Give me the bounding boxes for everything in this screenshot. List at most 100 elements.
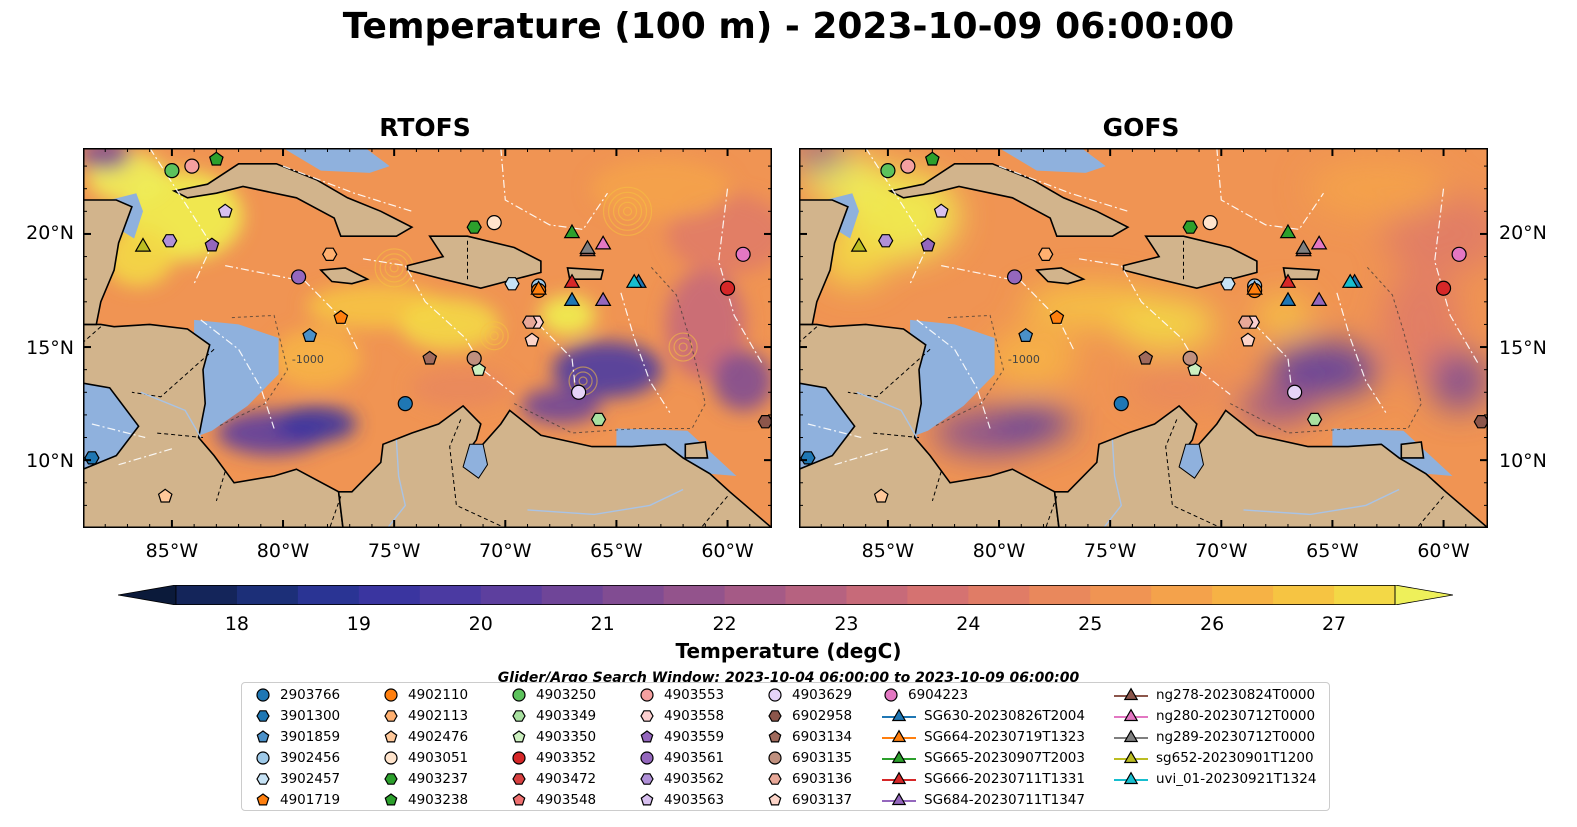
lon-tick-65w-left: 65°W [590, 540, 643, 562]
marker-4903562[interactable] [878, 234, 894, 248]
marker-SG666-20230711T1331[interactable] [563, 273, 581, 288]
marker-3901300[interactable] [84, 451, 100, 465]
colorbar-tick: 21 [590, 613, 615, 635]
marker-4903553[interactable] [900, 158, 916, 174]
legend-marker-icon [512, 688, 526, 702]
land-cuba [171, 163, 414, 237]
marker-4902113[interactable] [1038, 247, 1054, 262]
marker-SG684-20230711T1347[interactable] [594, 291, 612, 306]
marker-sg652-20230901T1200[interactable] [850, 237, 868, 252]
marker-4901719[interactable] [1049, 309, 1065, 324]
legend-item: 6903134 [766, 727, 852, 747]
marker-ng280-20230712T0000[interactable] [594, 235, 612, 250]
marker-4903352[interactable] [1435, 280, 1452, 296]
marker-SG666-20230711T1331[interactable] [1279, 273, 1297, 288]
marker-sg652-20230901T1200[interactable] [134, 237, 152, 252]
marker-6903135[interactable] [1182, 350, 1198, 366]
marker-6903137[interactable] [524, 332, 540, 347]
colorbar-segment [480, 585, 543, 605]
marker-3901859[interactable] [1018, 327, 1034, 342]
marker-4903561[interactable] [290, 269, 307, 285]
marker-4903349[interactable] [590, 412, 607, 427]
marker-4903051[interactable] [1202, 215, 1218, 231]
marker-4903561[interactable] [1006, 269, 1023, 285]
marker-6904223[interactable] [1451, 246, 1467, 262]
legend-marker-icon [512, 773, 526, 785]
marker-6903135[interactable] [466, 350, 482, 366]
marker-4903238[interactable] [208, 151, 224, 166]
marker-SG630-20230826T2004[interactable] [563, 291, 581, 306]
lon-tick-80w-right: 80°W [972, 540, 1026, 562]
marker-ng289-20230712T0000[interactable] [579, 239, 596, 255]
legend-marker-icon [256, 730, 270, 743]
legend-item: SG666-20230711T1331 [882, 769, 1085, 789]
marker-4903563[interactable] [933, 203, 949, 218]
legend-marker-icon [384, 793, 398, 806]
marker-uvi_01-20230921T1324[interactable] [1341, 273, 1359, 288]
marker-4903629[interactable] [1287, 384, 1303, 400]
marker-6902958[interactable] [1473, 415, 1488, 429]
marker-4902476[interactable] [873, 488, 889, 503]
marker-4903051[interactable] [486, 215, 502, 231]
marker-4903563[interactable] [217, 203, 233, 218]
marker-4903562[interactable] [162, 234, 178, 248]
marker-SG665-20230907T2003[interactable] [1279, 223, 1297, 239]
rtofs-map-panel[interactable]: -1000 [83, 148, 772, 528]
land-trinidad [684, 441, 709, 459]
marker-4903250[interactable] [164, 163, 180, 179]
marker-ng289-20230712T0000[interactable] [1295, 239, 1312, 255]
marker-SG665-20230907T2003[interactable] [563, 223, 581, 239]
marker-SG684-20230711T1347[interactable] [1310, 291, 1328, 306]
marker-4903352[interactable] [719, 280, 736, 296]
marker-4902476[interactable] [157, 488, 173, 503]
marker-6903134[interactable] [1138, 350, 1154, 365]
marker-4903349[interactable] [1306, 412, 1323, 427]
marker-SG664-20230719T1323[interactable] [530, 280, 547, 295]
gofs-map-panel[interactable]: -1000 [799, 148, 1488, 528]
marker-4901719[interactable] [333, 309, 349, 324]
marker-4902113[interactable] [322, 247, 338, 262]
legend-label: 4903553 [664, 687, 725, 703]
marker-6903136[interactable] [522, 315, 538, 329]
marker-3901300[interactable] [800, 451, 816, 465]
marker-4903237[interactable] [1182, 220, 1198, 234]
colorbar-segment [358, 585, 421, 605]
isobath-1000m [934, 265, 1422, 434]
legend-marker-icon [882, 729, 916, 743]
lat-tick-10n-right: 10°N [1499, 450, 1547, 472]
marker-3901859[interactable] [302, 327, 318, 342]
lon-tick-85w-right: 85°W [861, 540, 915, 562]
lon-tick-60w-right: 60°W [1417, 540, 1470, 562]
legend-label: 6903136 [792, 771, 853, 787]
marker-3902457[interactable] [504, 277, 520, 291]
marker-4903559[interactable] [920, 237, 936, 252]
marker-2903766[interactable] [397, 395, 413, 412]
legend-marker-icon [256, 710, 270, 722]
marker-6903136[interactable] [1238, 315, 1254, 329]
marker-6904223[interactable] [735, 246, 751, 262]
marker-6903134[interactable] [422, 350, 438, 365]
land-puertorico [1282, 267, 1321, 280]
marker-SG630-20230826T2004[interactable] [1279, 291, 1297, 306]
legend-item: 4903238 [382, 790, 468, 810]
colorbar-tick: 22 [712, 613, 737, 635]
marker-6903137[interactable] [1240, 332, 1256, 347]
marker-4903250[interactable] [880, 163, 896, 179]
isobath-label: -1000 [1008, 353, 1040, 366]
marker-4903238[interactable] [924, 151, 940, 166]
marker-4903237[interactable] [466, 220, 482, 234]
legend-label: 4903629 [792, 687, 853, 703]
marker-uvi_01-20230921T1324[interactable] [625, 273, 643, 288]
marker-4903553[interactable] [184, 158, 200, 174]
marker-2903766[interactable] [1113, 395, 1129, 412]
marker-4903629[interactable] [571, 384, 587, 400]
lon-tick-70w-left: 70°W [479, 540, 532, 562]
legend-item: 4902113 [382, 706, 468, 726]
marker-SG664-20230719T1323[interactable] [1246, 280, 1263, 295]
colorbar-segment [663, 585, 726, 605]
marker-3902457[interactable] [1220, 277, 1236, 291]
legend-item: ng278-20230824T0000 [1114, 685, 1315, 705]
marker-6902958[interactable] [757, 415, 772, 429]
marker-ng280-20230712T0000[interactable] [1310, 235, 1328, 250]
marker-4903559[interactable] [204, 237, 220, 252]
